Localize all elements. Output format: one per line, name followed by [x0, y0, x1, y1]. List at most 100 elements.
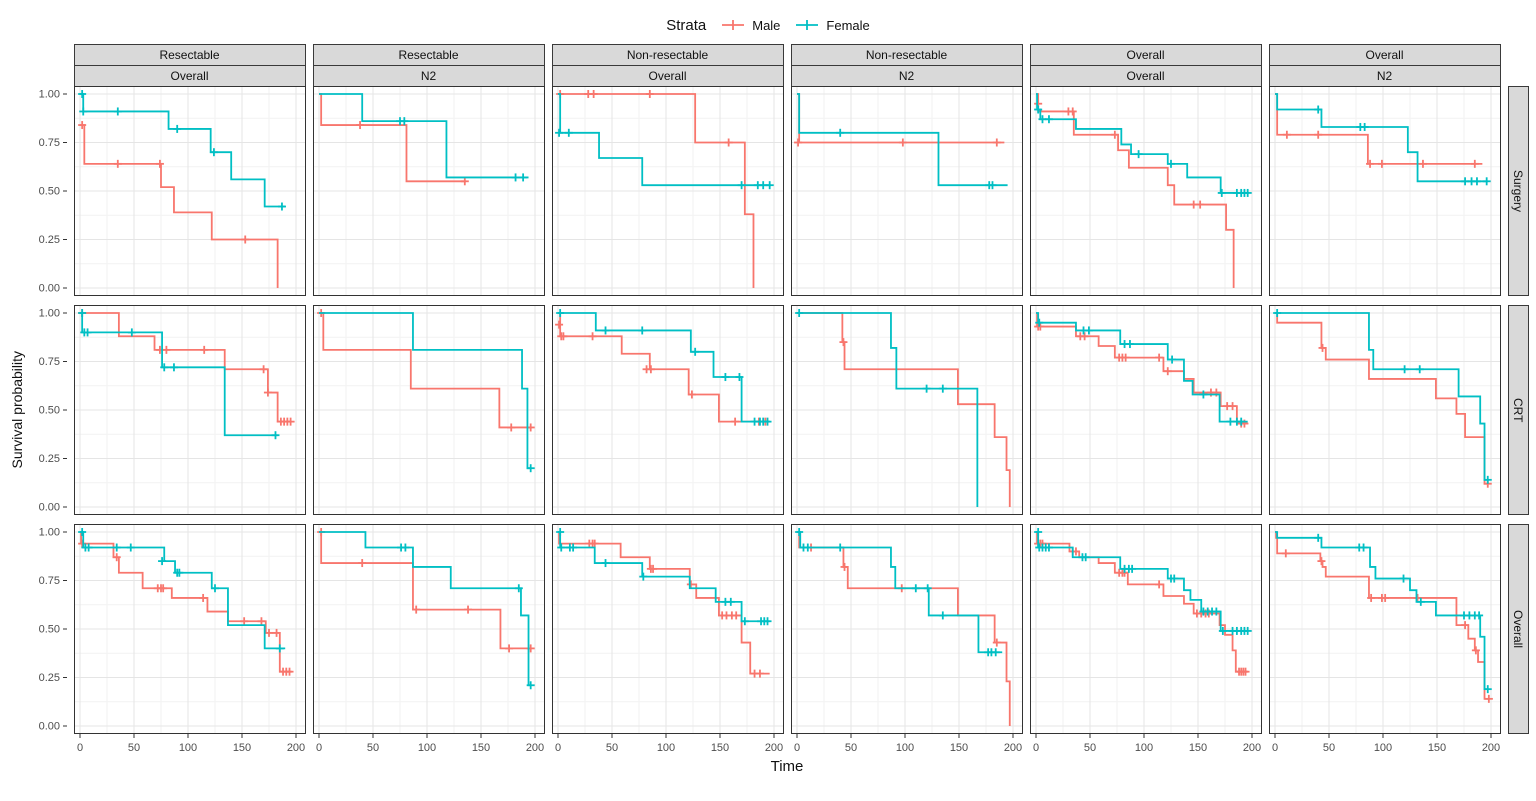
facet-strip-right-label: Overall: [1511, 609, 1525, 648]
facet-strip-sub-6: N2: [1268, 65, 1501, 87]
x-tick-label: 150: [471, 742, 489, 754]
km-panel-r1-c5: [1029, 86, 1262, 296]
x-axis-title: Time: [770, 758, 804, 775]
km-panel-svg: [73, 524, 306, 734]
facet-strip-top-6: Overall: [1268, 44, 1501, 66]
y-tick-label: 0.00: [38, 283, 59, 295]
km-panel-r3-c3: [551, 524, 784, 734]
x-tick-label: 50: [366, 742, 378, 754]
km-panel-svg: [551, 86, 784, 296]
x-tick-label: 100: [895, 742, 913, 754]
km-curve-male: [557, 312, 770, 423]
censor-plus-icon: [796, 20, 819, 30]
km-curve-male: [79, 124, 279, 288]
legend-label-female: Female: [826, 17, 870, 33]
x-tick-label: 200: [764, 742, 782, 754]
km-panel-svg: [790, 86, 1023, 296]
y-tick-svg: 1.00 0.75 0.50 0.25 0.00: [38, 527, 67, 733]
y-axis-ticks-row-2: 1.00 0.75 0.50 0.25 0.00: [33, 305, 67, 515]
km-curve-female: [79, 531, 285, 650]
km-panel-r3-c6: [1268, 524, 1501, 734]
facet-strip-sub-3: Overall: [551, 65, 784, 87]
y-axis-ticks-row-3: 1.00 0.75 0.50 0.25 0.00: [33, 524, 67, 734]
km-curve-female: [1274, 531, 1487, 691]
facet-strip-sub-5: Overall: [1029, 65, 1262, 87]
km-curve-female: [796, 531, 1002, 654]
panel-border: [551, 524, 784, 734]
km-panel-svg: [312, 524, 545, 734]
panel-border: [790, 524, 1023, 734]
x-tick-label: 50: [844, 742, 856, 754]
facet-strip-top-1: Resectable: [73, 44, 306, 66]
km-curve-female: [557, 312, 770, 423]
km-panel-r2-c4: [790, 305, 1023, 515]
y-tick-label: 0.25: [38, 234, 59, 246]
panel-border: [1029, 524, 1262, 734]
panel-border: [551, 305, 784, 515]
facet-strip-top-5: Overall: [1029, 44, 1262, 66]
km-panel-svg: [790, 305, 1023, 515]
panel-border: [790, 86, 1023, 296]
facet-strip-sub-4: N2: [790, 65, 1023, 87]
x-axis-ticks-col-3: 0 50 100 150 200: [552, 734, 784, 756]
legend-title: Strata: [666, 16, 707, 34]
panel-border: [73, 524, 306, 734]
x-axis-ticks-col-2: 0 50 100 150 200: [313, 734, 545, 756]
y-tick-label: 1.00: [38, 308, 59, 320]
x-tick-label: 150: [232, 742, 250, 754]
x-tick-label: 50: [605, 742, 617, 754]
panel-border: [312, 305, 545, 515]
km-panel-svg: [1268, 305, 1501, 515]
panel-border: [1268, 524, 1501, 734]
x-tick-label: 0: [1032, 742, 1038, 754]
km-curve-female: [1274, 312, 1487, 481]
x-tick-label: 100: [656, 742, 674, 754]
km-panel-r3-c4: [790, 524, 1023, 734]
y-tick-label: 0.50: [38, 624, 59, 636]
panel-border: [73, 86, 306, 296]
x-tick-label: 100: [417, 742, 435, 754]
km-curve-male: [79, 531, 292, 673]
km-panel-svg: [312, 86, 545, 296]
km-curve-male: [1274, 312, 1488, 485]
x-tick-svg: 0 50 100 150 200: [793, 734, 1022, 754]
km-panel-svg: [73, 86, 306, 296]
panel-border: [790, 305, 1023, 515]
panel-border: [312, 86, 545, 296]
x-tick-svg: 0 50 100 150 200: [315, 734, 544, 754]
x-tick-label: 0: [76, 742, 82, 754]
y-tick-label: 0.75: [38, 137, 59, 149]
panel-border: [1029, 305, 1262, 515]
y-tick-label: 0.00: [38, 721, 59, 733]
panel-border: [1029, 86, 1262, 296]
facet-strip-right-label: Surgery: [1511, 169, 1525, 213]
facet-strip-top-2: Resectable: [312, 44, 545, 66]
km-panel-r1-c2: [312, 86, 545, 296]
x-tick-label: 100: [1134, 742, 1152, 754]
y-axis-title: Survival probability: [8, 351, 25, 469]
km-curve-female: [796, 93, 1008, 187]
km-panel-svg: [551, 524, 784, 734]
km-panel-r1-c3: [551, 86, 784, 296]
facet-strip-top-4: Non-resectable: [790, 44, 1023, 66]
x-tick-label: 0: [315, 742, 321, 754]
legend: Strata Male Female: [0, 6, 1536, 44]
x-tick-label: 150: [710, 742, 728, 754]
x-tick-label: 100: [178, 742, 196, 754]
panel-border: [1268, 305, 1501, 515]
x-tick-label: 200: [525, 742, 543, 754]
km-panel-r2-c5: [1029, 305, 1262, 515]
km-panel-svg: [1029, 86, 1262, 296]
km-panel-svg: [73, 305, 306, 515]
km-curve-male: [557, 93, 754, 288]
km-panel-r2-c1: [73, 305, 306, 515]
x-tick-svg: 0 50 100 150 200: [554, 734, 783, 754]
x-tick-label: 200: [286, 742, 304, 754]
x-tick-label: 200: [1242, 742, 1260, 754]
km-curve-female: [796, 312, 978, 507]
km-panel-svg: [1268, 524, 1501, 734]
km-panel-svg: [551, 305, 784, 515]
x-tick-label: 150: [1427, 742, 1445, 754]
facet-strip-right-overall: Overall: [1507, 524, 1529, 734]
